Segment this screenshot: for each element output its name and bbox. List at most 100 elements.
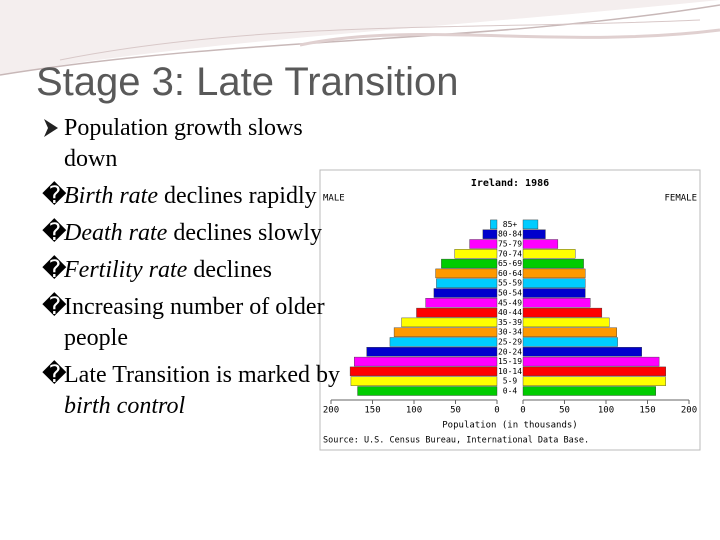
bullet: � Fertility rate declines bbox=[42, 255, 350, 286]
slide-title: Stage 3: Late Transition bbox=[36, 60, 459, 104]
x-tick-label: 150 bbox=[639, 406, 655, 416]
bar bbox=[522, 327, 617, 337]
bar bbox=[389, 337, 498, 347]
bar bbox=[454, 249, 498, 259]
bar bbox=[349, 366, 498, 377]
arrow-bullet bbox=[44, 119, 58, 137]
bullet-text: Increasing number of older people bbox=[64, 294, 325, 351]
bar bbox=[401, 317, 498, 328]
bullet-marker: � bbox=[42, 183, 67, 209]
bar bbox=[522, 317, 610, 328]
bar bbox=[354, 356, 498, 367]
bullet-text: declines slowly bbox=[167, 220, 322, 246]
bar bbox=[522, 278, 586, 288]
age-label: 45-49 bbox=[498, 298, 522, 307]
bar bbox=[416, 307, 498, 318]
age-label: 80-84 bbox=[498, 230, 522, 239]
age-label: 75-79 bbox=[498, 240, 522, 249]
bullet-text: Birth rate bbox=[64, 183, 158, 209]
bullet: � Death rate declines slowly bbox=[42, 218, 350, 249]
bullet-text: declines bbox=[187, 257, 272, 283]
bar bbox=[350, 376, 498, 386]
bar bbox=[522, 288, 586, 298]
bar bbox=[490, 219, 498, 230]
bar bbox=[522, 268, 586, 279]
age-label: 15-19 bbox=[498, 357, 522, 366]
decor bbox=[299, 28, 720, 47]
bullet: � Late Transition is marked by birth cont… bbox=[42, 360, 350, 422]
x-tick-label: 150 bbox=[364, 406, 380, 416]
bullet: � Birth rate declines rapidly bbox=[42, 181, 350, 212]
bullet-text: birth control bbox=[64, 393, 186, 419]
bar bbox=[522, 249, 576, 259]
age-label: 5-9 bbox=[503, 377, 518, 386]
bullet-marker: � bbox=[42, 362, 67, 388]
chart-frame bbox=[319, 169, 701, 451]
bullet-marker: � bbox=[42, 294, 67, 320]
age-label: 65-69 bbox=[498, 259, 522, 268]
x-tick-label: 0 bbox=[494, 406, 499, 416]
age-label: 0-4 bbox=[503, 387, 518, 396]
bar bbox=[522, 347, 642, 357]
bullet-list: Population growth slows down � Birth rate … bbox=[42, 113, 350, 428]
bar bbox=[522, 366, 666, 377]
bar bbox=[522, 356, 660, 367]
age-label: 30-34 bbox=[498, 328, 522, 337]
bar bbox=[522, 337, 618, 347]
bar bbox=[522, 298, 591, 308]
bar bbox=[366, 347, 498, 357]
bar bbox=[482, 229, 498, 239]
age-label: 25-29 bbox=[498, 338, 522, 347]
bar bbox=[522, 376, 666, 386]
bullet-marker: � bbox=[42, 220, 67, 246]
bar bbox=[441, 258, 498, 269]
bar bbox=[522, 386, 657, 396]
decor bbox=[59, 19, 701, 61]
age-label: 20-24 bbox=[498, 347, 522, 356]
left-label: MALE bbox=[323, 194, 345, 204]
x-axis-label: Population (in thousands) bbox=[442, 421, 577, 431]
bar bbox=[522, 219, 539, 230]
age-label: 10-14 bbox=[498, 367, 522, 376]
x-tick-label: 100 bbox=[406, 406, 422, 416]
decor bbox=[0, 0, 720, 75]
bar bbox=[522, 229, 546, 239]
x-tick-label: 200 bbox=[323, 406, 339, 416]
source: Source: U.S. Census Bureau, Internationa… bbox=[323, 436, 589, 446]
bullet-marker: � bbox=[42, 257, 67, 283]
bar bbox=[522, 258, 584, 269]
x-tick-label: 200 bbox=[681, 406, 697, 416]
bar bbox=[469, 239, 498, 249]
x-tick-label: 0 bbox=[520, 406, 525, 416]
bar bbox=[357, 386, 498, 396]
bullet-text: Population growth slows down bbox=[64, 115, 303, 172]
bullet-text: Death rate bbox=[64, 220, 168, 246]
bar bbox=[436, 278, 498, 288]
x-tick-label: 50 bbox=[450, 406, 461, 416]
age-label: 40-44 bbox=[498, 308, 522, 317]
decor bbox=[0, 4, 720, 76]
age-label: 70-74 bbox=[498, 249, 522, 258]
bullet-text: Late Transition is marked by bbox=[64, 362, 340, 388]
bar bbox=[435, 268, 498, 279]
bar bbox=[522, 307, 603, 318]
bullet-text: declines rapidly bbox=[158, 183, 317, 209]
age-label: 50-54 bbox=[498, 289, 522, 298]
bullet: Population growth slows down bbox=[64, 113, 350, 175]
x-tick-label: 50 bbox=[559, 406, 570, 416]
bar bbox=[433, 288, 498, 298]
age-label: 85+ bbox=[503, 220, 518, 229]
bar bbox=[425, 298, 498, 308]
right-label: FEMALE bbox=[664, 194, 697, 204]
age-label: 60-64 bbox=[498, 269, 522, 278]
bullet: � Increasing number of older people bbox=[42, 292, 350, 354]
bullet-text: Fertility rate bbox=[64, 257, 188, 283]
bar bbox=[522, 239, 559, 249]
bar bbox=[393, 327, 498, 337]
chart-title: Ireland: 1986 bbox=[471, 178, 549, 189]
age-label: 55-59 bbox=[498, 279, 522, 288]
age-label: 35-39 bbox=[498, 318, 522, 327]
